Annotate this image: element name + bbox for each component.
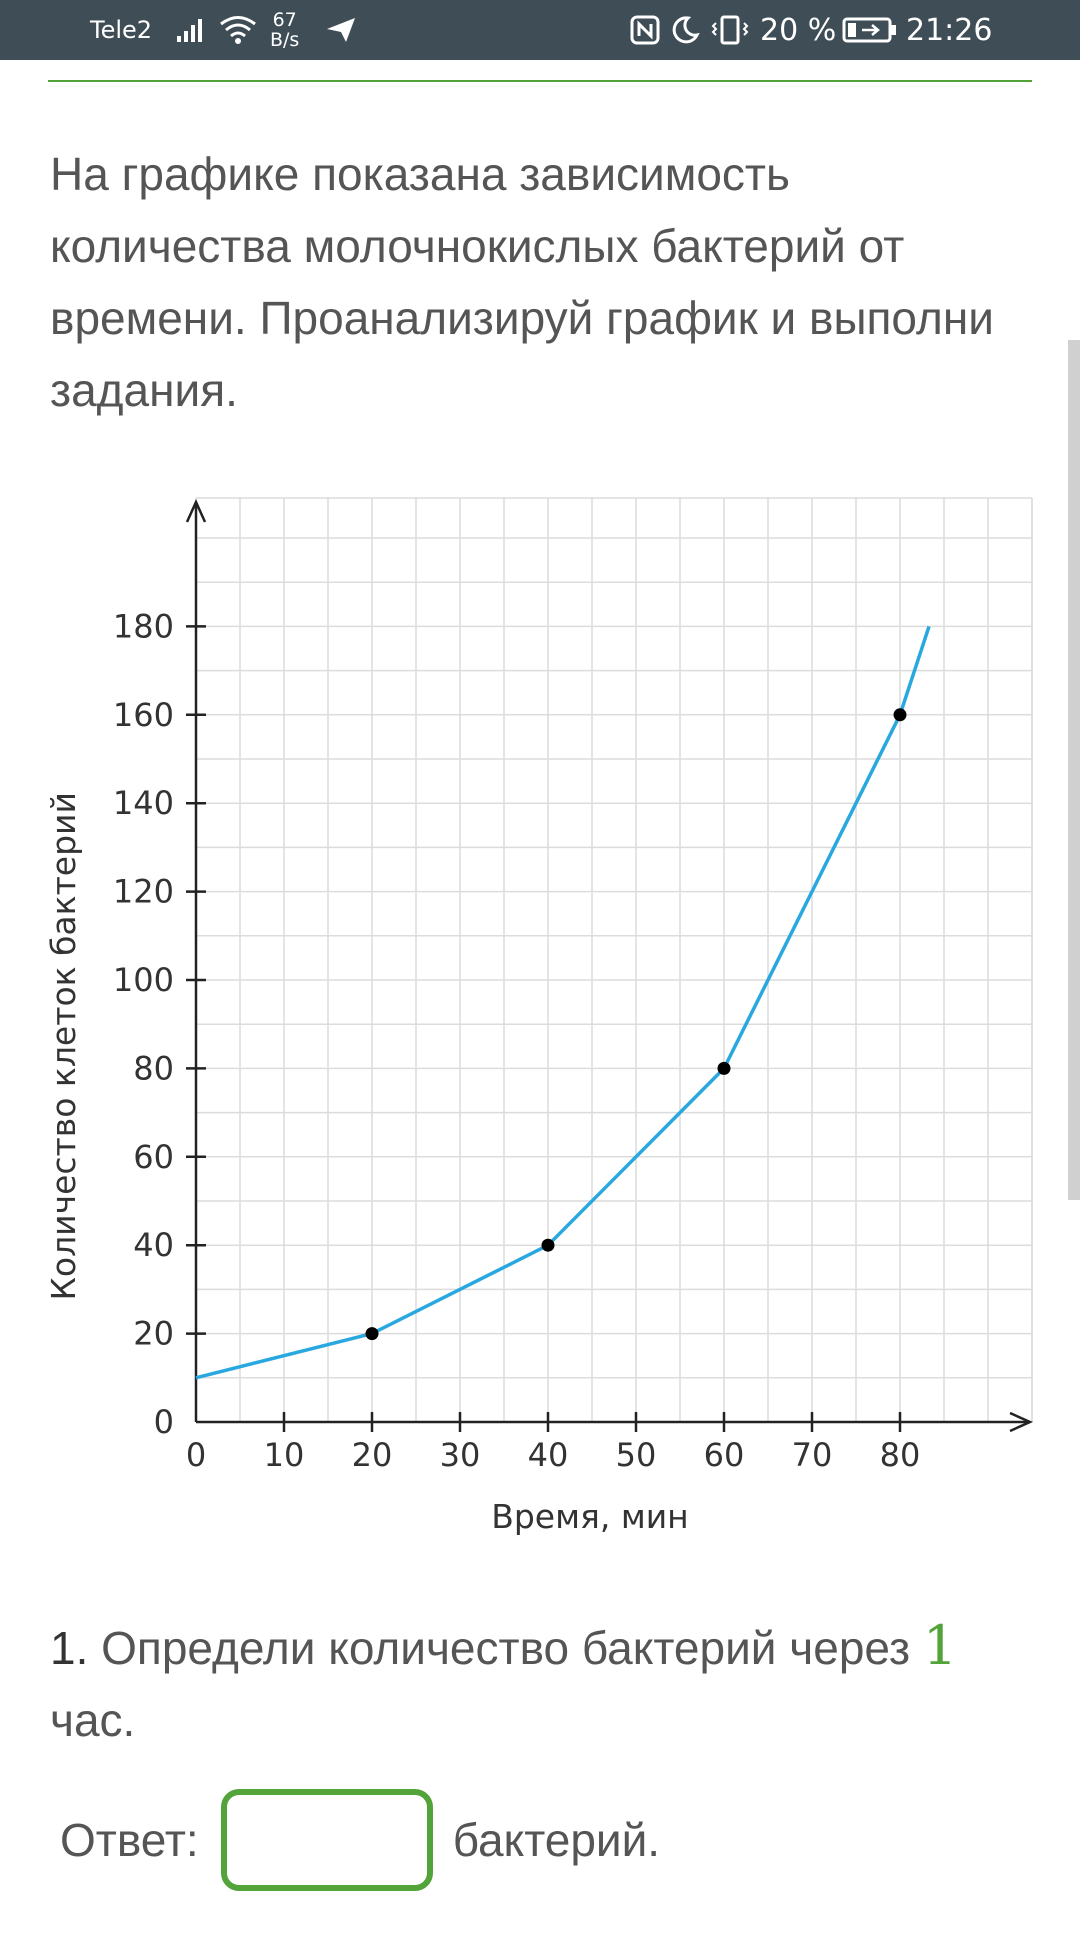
x-axis-arrow [1009, 1411, 1034, 1433]
y-tick-label: 100 [113, 961, 174, 999]
x-tick-label: 40 [528, 1436, 569, 1474]
task-intro: На графике показана зависимость количест… [50, 148, 994, 416]
moon-icon [670, 0, 700, 60]
x-axis-label: Время, мин [491, 1497, 689, 1536]
divider [48, 80, 1032, 82]
battery-percent: 20 % [760, 12, 837, 48]
answer-unit: бактерий. [452, 1814, 661, 1866]
x-tick-label: 70 [792, 1436, 833, 1474]
question-1: 1. Определи количество бактерий через 1 … [50, 1610, 1040, 1756]
answer-input[interactable] [220, 1789, 433, 1891]
x-tick-label: 10 [264, 1436, 305, 1474]
data-point [541, 1238, 555, 1252]
x-tick-label: 80 [880, 1436, 921, 1474]
status-bar: Tele2 67 B/s [0, 0, 1080, 60]
data-point [893, 708, 907, 722]
vibrate-icon [710, 0, 750, 60]
y-tick-label: 0 [154, 1403, 174, 1441]
series-line [195, 625, 931, 1380]
data-point [717, 1061, 731, 1075]
question-text-end: час. [50, 1694, 136, 1746]
answer-row: Ответ: бактерий. [60, 1785, 660, 1895]
scrollbar[interactable] [1068, 340, 1080, 1200]
network-speed: 67 B/s [270, 0, 299, 60]
bacteria-growth-chart: 0 10 20 30 40 50 60 70 80 0 20 40 60 80 100 120 140 160 18… [0, 470, 1080, 1550]
y-tick-label: 20 [133, 1315, 174, 1353]
y-tick-label: 80 [133, 1049, 174, 1087]
x-tick-label: 30 [440, 1436, 481, 1474]
question-text: Определи количество бактерий через [101, 1622, 911, 1674]
x-tick-label: 0 [186, 1436, 206, 1474]
x-tick-label: 20 [352, 1436, 393, 1474]
x-tick-label: 50 [616, 1436, 657, 1474]
carrier-label: Tele2 [90, 16, 153, 44]
speed-value: 67 [272, 9, 297, 31]
question-number: 1. [50, 1622, 89, 1674]
send-icon [326, 0, 356, 60]
y-tick-label: 180 [113, 607, 174, 645]
y-tick-label: 120 [113, 873, 174, 911]
clock: 21:26 [906, 12, 993, 48]
question-hours: 1 [922, 1614, 958, 1677]
chart-svg: 0 10 20 30 40 50 60 70 80 0 20 40 60 80 100 120 140 160 18… [44, 497, 1034, 1536]
y-tick-label: 60 [133, 1138, 174, 1176]
y-tick-label: 160 [113, 696, 174, 734]
x-tick-label: 60 [704, 1436, 745, 1474]
answer-label: Ответ: [60, 1814, 199, 1866]
speed-unit: B/s [270, 29, 300, 51]
y-axis-arrow [185, 498, 207, 523]
y-axis-label: Количество клеток бактерий [44, 792, 83, 1301]
y-tick-label: 140 [113, 784, 174, 822]
nfc-icon [630, 0, 660, 60]
signal-icon [176, 0, 206, 60]
battery-charging-icon [842, 0, 898, 60]
data-point [365, 1327, 379, 1341]
wifi-icon [218, 0, 258, 60]
y-tick-label: 40 [133, 1226, 174, 1264]
